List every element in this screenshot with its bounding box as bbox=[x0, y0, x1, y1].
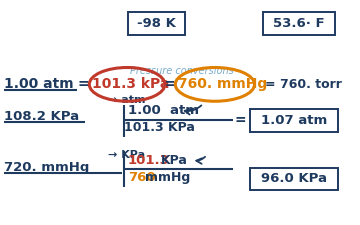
Text: mmHg: mmHg bbox=[145, 171, 190, 184]
Text: 1.07 atm: 1.07 atm bbox=[261, 114, 328, 127]
Text: =: = bbox=[164, 77, 175, 91]
Text: 760: 760 bbox=[128, 171, 156, 184]
Text: =: = bbox=[77, 77, 89, 91]
Text: 1.00 atm: 1.00 atm bbox=[4, 77, 73, 91]
Text: KPa: KPa bbox=[161, 154, 188, 167]
Text: =: = bbox=[234, 113, 246, 127]
Text: 101.3 kPa: 101.3 kPa bbox=[92, 77, 169, 91]
Text: -98 K: -98 K bbox=[137, 17, 176, 30]
Text: 53.6· F: 53.6· F bbox=[273, 17, 325, 30]
Text: 96.0 KPa: 96.0 KPa bbox=[261, 172, 327, 185]
Text: → KPa: → KPa bbox=[108, 150, 145, 160]
Text: → atm: → atm bbox=[108, 95, 145, 105]
Text: Pressure conversions: Pressure conversions bbox=[130, 66, 234, 76]
FancyBboxPatch shape bbox=[250, 109, 338, 132]
Text: 760. mmHg: 760. mmHg bbox=[178, 77, 267, 91]
Text: 720. mmHg: 720. mmHg bbox=[4, 161, 89, 174]
FancyBboxPatch shape bbox=[250, 168, 338, 190]
FancyBboxPatch shape bbox=[263, 12, 335, 35]
FancyBboxPatch shape bbox=[128, 12, 185, 35]
Text: 101.3 KPa: 101.3 KPa bbox=[124, 121, 195, 134]
Text: 101.3: 101.3 bbox=[128, 154, 170, 167]
Text: = 760. torr: = 760. torr bbox=[265, 78, 342, 91]
Text: 1.00  atm: 1.00 atm bbox=[128, 104, 199, 117]
Text: 108.2 KPa: 108.2 KPa bbox=[4, 110, 79, 124]
